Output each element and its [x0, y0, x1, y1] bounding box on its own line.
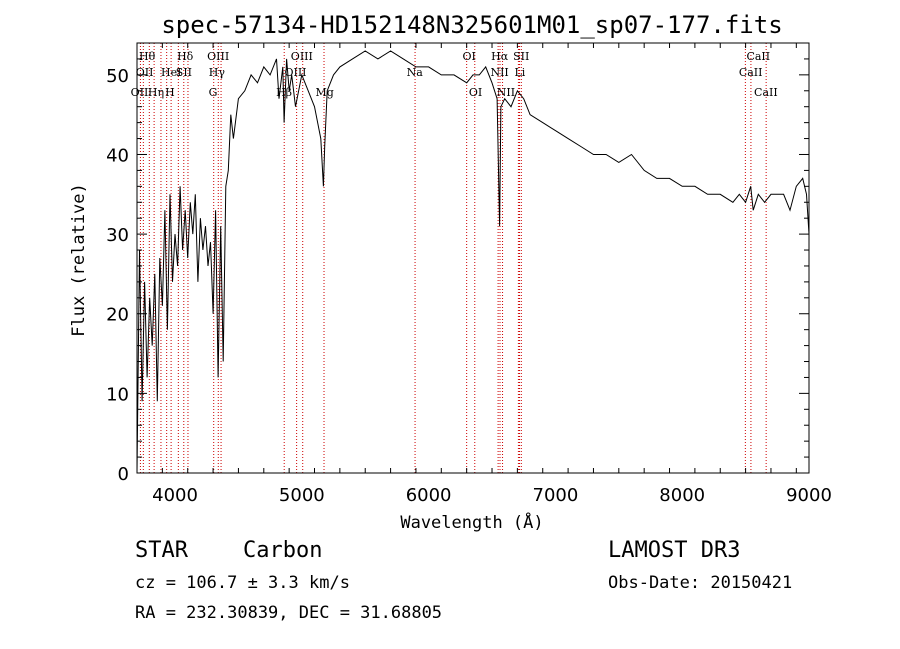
marker-label: NII	[490, 66, 508, 79]
coordinates: RA = 232.30839, DEC = 31.68805	[135, 603, 443, 623]
plot-frame	[136, 42, 810, 474]
marker-label: OIII	[291, 50, 313, 63]
x-tick-label: 9000	[786, 485, 832, 506]
x-tick-label: 7000	[533, 485, 579, 506]
marker-label: Hγ	[209, 66, 226, 79]
obs-date: Obs-Date: 20150421	[608, 573, 793, 593]
x-tick-label: 5000	[279, 485, 325, 506]
marker-label: OII	[131, 86, 149, 99]
object-type: STAR	[135, 538, 188, 563]
y-tick-label: 50	[106, 66, 129, 87]
marker-label: G	[209, 86, 218, 99]
chart-title: spec-57134-HD152148N325601M01_sp07-177.f…	[161, 11, 782, 39]
marker-label: OI	[463, 50, 476, 63]
marker-label: Hθ	[139, 50, 156, 63]
x-axis: 4000 5000 6000 7000 8000 9000	[136, 43, 832, 506]
marker-label: Hδ	[177, 50, 194, 63]
marker-label: H	[165, 86, 175, 99]
object-subclass: Carbon	[243, 538, 323, 563]
marker-label: CaII	[746, 50, 770, 63]
x-tick-label: 8000	[659, 485, 705, 506]
marker-label: NII	[497, 86, 515, 99]
marker-label: OIII	[284, 66, 306, 79]
marker-label: Na	[407, 66, 424, 79]
marker-label: SII	[176, 66, 192, 79]
marker-label: Hα	[491, 50, 509, 63]
y-tick-label: 10	[106, 384, 129, 405]
y-tick-label: 20	[106, 305, 129, 326]
marker-label: OIII	[207, 50, 229, 63]
x-axis-label: Wavelength (Å)	[400, 511, 543, 533]
redshift-cz: cz = 106.7 ± 3.3 km/s	[135, 573, 350, 593]
y-axis-label: Flux (relative)	[69, 183, 89, 337]
marker-label: Hη	[148, 86, 164, 99]
x-tick-label: 6000	[406, 485, 452, 506]
spectrum-line	[136, 50, 810, 474]
y-tick-label: 0	[118, 464, 129, 485]
marker-label: Mg	[315, 86, 333, 99]
marker-label: OI	[469, 86, 482, 99]
survey-name: LAMOST DR3	[608, 538, 741, 563]
marker-label: SII	[513, 50, 529, 63]
marker-label: HeI	[161, 66, 181, 79]
y-tick-label: 30	[106, 225, 129, 246]
marker-label: OII	[136, 66, 154, 79]
marker-label: Li	[514, 66, 525, 79]
y-axis: 0 10 20 30 40 50	[106, 42, 809, 485]
marker-label: CaII	[754, 86, 778, 99]
x-tick-label: 4000	[152, 485, 198, 506]
marker-lines	[139, 43, 767, 473]
y-tick-label: 40	[106, 145, 129, 166]
marker-label: CaII	[739, 66, 763, 79]
